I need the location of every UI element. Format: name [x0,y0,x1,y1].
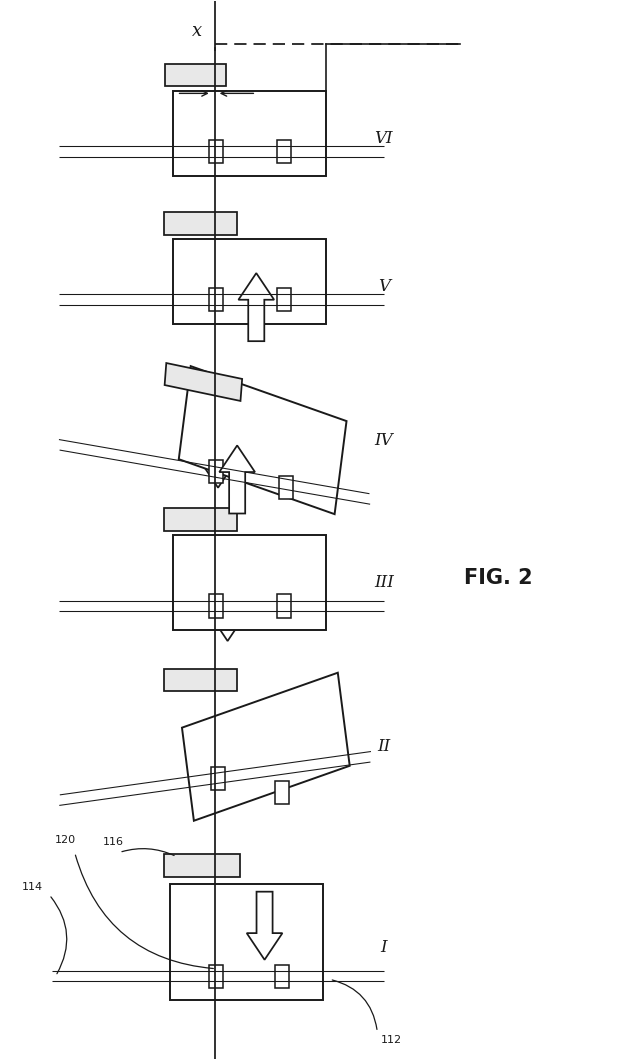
Text: FIG. 2: FIG. 2 [464,567,532,587]
Bar [173,535,326,631]
Text: 112: 112 [381,1035,402,1044]
Polygon shape [164,212,237,234]
Bar [276,595,291,618]
Polygon shape [164,363,242,401]
Bar [209,460,223,483]
Bar [173,240,326,324]
Bar [275,780,289,803]
Bar [279,476,293,499]
Bar [211,766,225,790]
Text: IV: IV [374,431,393,448]
Polygon shape [182,673,349,820]
Polygon shape [166,65,226,87]
Text: III: III [374,575,394,591]
Bar [170,884,323,1001]
Polygon shape [201,422,236,488]
Polygon shape [164,509,237,530]
Bar [209,965,223,988]
Polygon shape [246,891,282,959]
Polygon shape [164,853,241,877]
Text: I: I [380,939,387,956]
Text: V: V [378,279,390,296]
Text: 116: 116 [102,837,124,847]
Bar [276,288,291,312]
Bar [276,140,291,163]
Text: II: II [377,738,390,755]
Text: VI: VI [374,130,393,147]
Bar [209,288,223,312]
Bar [209,595,223,618]
Bar [173,91,326,176]
Polygon shape [239,273,274,341]
Text: x: x [192,22,202,40]
Bar [209,140,223,163]
Polygon shape [220,445,255,513]
Polygon shape [179,366,346,514]
Polygon shape [164,669,237,691]
Text: 120: 120 [54,835,76,845]
Bar [275,965,289,988]
Polygon shape [211,578,244,641]
Text: 114: 114 [21,882,42,891]
